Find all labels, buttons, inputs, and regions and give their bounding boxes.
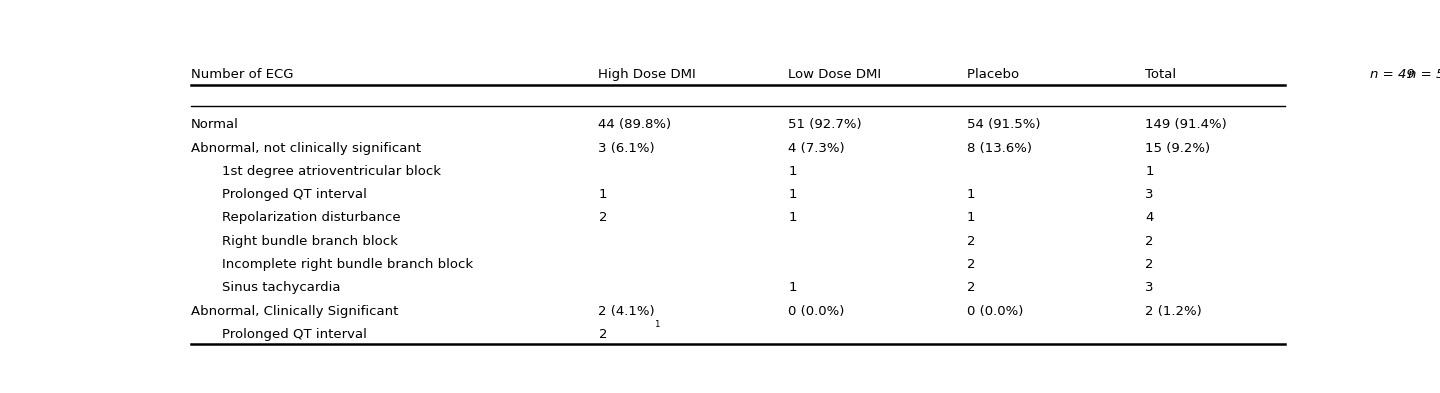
Text: 8 (13.6%): 8 (13.6%) (966, 141, 1032, 154)
Text: Abnormal, not clinically significant: Abnormal, not clinically significant (192, 141, 422, 154)
Text: 51 (92.7%): 51 (92.7%) (788, 118, 863, 131)
Text: 2: 2 (599, 211, 608, 224)
Text: 3: 3 (1145, 281, 1153, 294)
Text: 1: 1 (966, 211, 975, 224)
Text: Right bundle branch block: Right bundle branch block (222, 235, 399, 248)
Text: 2: 2 (599, 328, 608, 341)
Text: Sinus tachycardia: Sinus tachycardia (222, 281, 341, 294)
Text: Low Dose DMI: Low Dose DMI (788, 68, 886, 81)
Text: High Dose DMI: High Dose DMI (599, 68, 700, 81)
Text: 2: 2 (966, 258, 975, 271)
Text: 2: 2 (1145, 235, 1153, 248)
Text: 149 (91.4%): 149 (91.4%) (1145, 118, 1227, 131)
Text: 15 (9.2%): 15 (9.2%) (1145, 141, 1211, 154)
Text: Repolarization disturbance: Repolarization disturbance (222, 211, 400, 224)
Text: 0 (0.0%): 0 (0.0%) (788, 305, 845, 318)
Text: 2 (1.2%): 2 (1.2%) (1145, 305, 1202, 318)
Text: 1: 1 (788, 211, 796, 224)
Text: 2: 2 (966, 281, 975, 294)
Text: Normal: Normal (192, 118, 239, 131)
Text: Incomplete right bundle branch block: Incomplete right bundle branch block (222, 258, 474, 271)
Text: Prolonged QT interval: Prolonged QT interval (222, 188, 367, 201)
Text: 1: 1 (654, 320, 660, 329)
Text: 3 (6.1%): 3 (6.1%) (599, 141, 655, 154)
Text: 1: 1 (788, 188, 796, 201)
Text: 2: 2 (1145, 258, 1153, 271)
Text: 2 (4.1%): 2 (4.1%) (599, 305, 655, 318)
Text: 4 (7.3%): 4 (7.3%) (788, 141, 845, 154)
Text: 4: 4 (1145, 211, 1153, 224)
Text: 1: 1 (788, 281, 796, 294)
Text: 1: 1 (966, 188, 975, 201)
Text: n = 49: n = 49 (1371, 68, 1416, 81)
Text: 44 (89.8%): 44 (89.8%) (599, 118, 671, 131)
Text: 1: 1 (1145, 165, 1153, 178)
Text: 1: 1 (599, 188, 608, 201)
Text: Total: Total (1145, 68, 1181, 81)
Text: Placebo: Placebo (966, 68, 1024, 81)
Text: Number of ECG: Number of ECG (192, 68, 294, 81)
Text: Prolonged QT interval: Prolonged QT interval (222, 328, 367, 341)
Text: 3: 3 (1145, 188, 1153, 201)
Text: n = 59: n = 59 (1408, 68, 1440, 81)
Text: 0 (0.0%): 0 (0.0%) (966, 305, 1024, 318)
Text: 1: 1 (788, 165, 796, 178)
Text: 2: 2 (966, 235, 975, 248)
Text: 1st degree atrioventricular block: 1st degree atrioventricular block (222, 165, 442, 178)
Text: Abnormal, Clinically Significant: Abnormal, Clinically Significant (192, 305, 399, 318)
Text: 54 (91.5%): 54 (91.5%) (966, 118, 1040, 131)
